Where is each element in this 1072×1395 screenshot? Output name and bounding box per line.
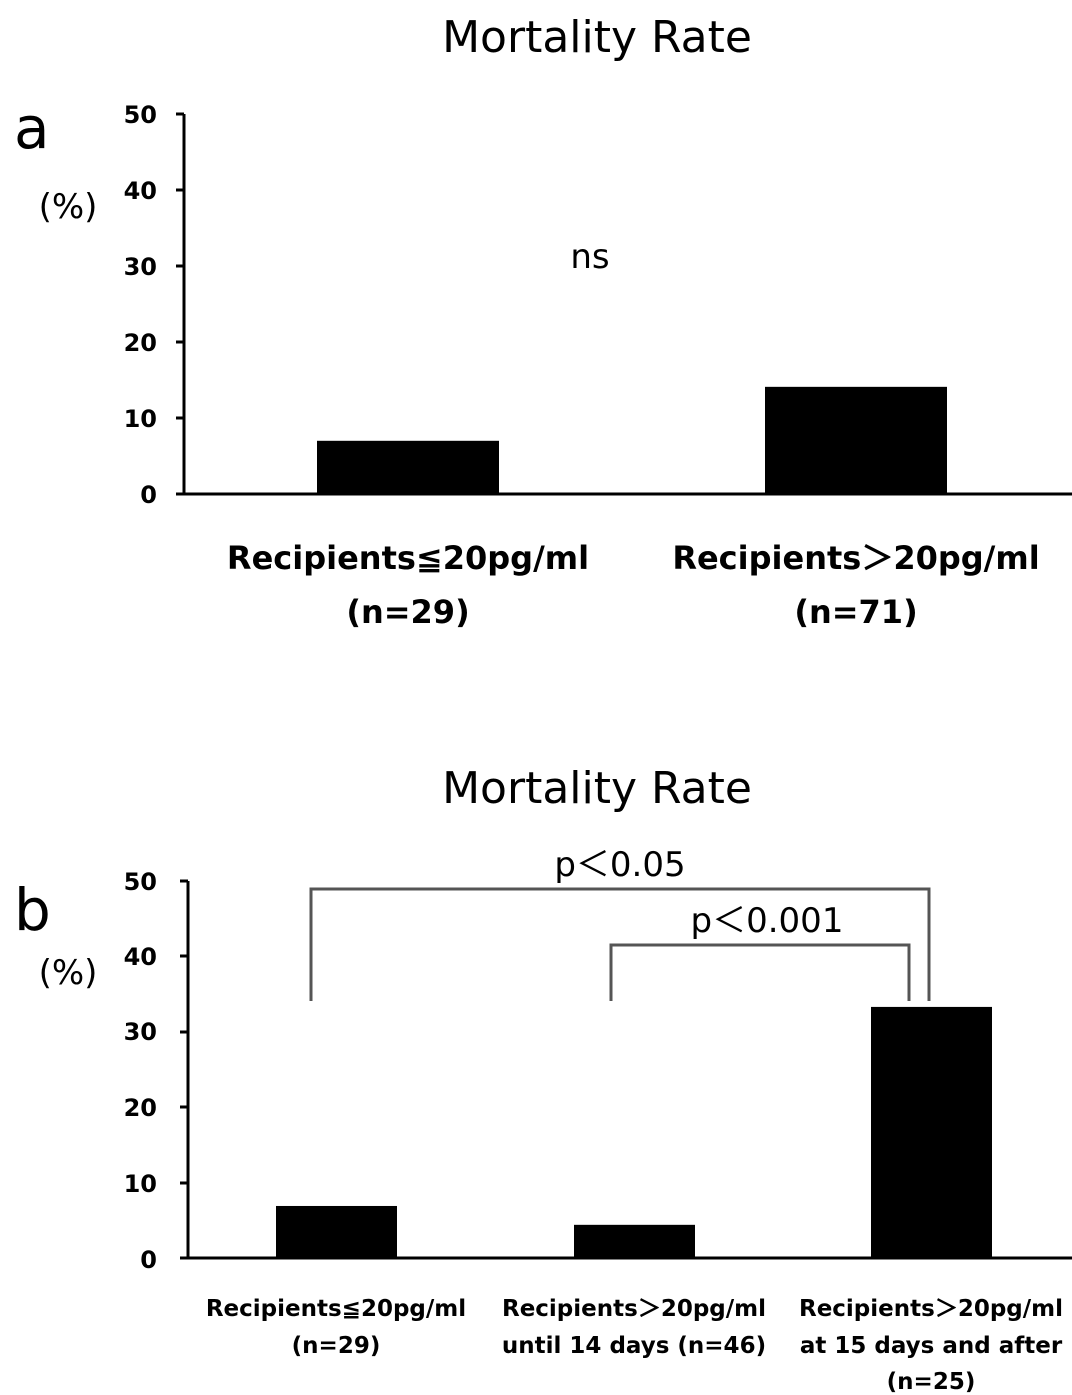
chart-b-category-3-line-3: (n=25) (887, 1369, 976, 1395)
chart-b-category-2-line-1: Recipients＞20pg/ml (502, 1296, 766, 1322)
chart-a-title: Mortality Rate (442, 12, 752, 63)
chart-a-bar-1 (317, 440, 499, 494)
chart-b-category-labels: Recipients≦20pg/ml (n=29) Recipients＞20p… (206, 1296, 1063, 1395)
chart-a-ytick-0: 0 (140, 481, 157, 509)
chart-b-significance-brackets: p＜0.05 p＜0.001 (309, 845, 931, 1001)
panel-b: Mortality Rate b (%) 0 10 20 30 40 50 p＜… (14, 763, 1072, 1395)
chart-a-y-unit: (%) (39, 187, 98, 227)
chart-b-ytick-0: 0 (140, 1246, 157, 1274)
chart-b-category-2-line-2: until 14 days (n=46) (502, 1333, 766, 1359)
panel-a: Mortality Rate a (%) 0 10 20 30 40 50 ns… (14, 12, 1072, 631)
chart-b-y-unit: (%) (39, 953, 98, 993)
chart-b-y-ticks: 0 10 20 30 40 50 (124, 868, 157, 1274)
chart-a-ytick-50: 50 (124, 101, 157, 129)
chart-a-ytick-40: 40 (124, 177, 157, 205)
chart-a-category-1-line-2: (n=29) (346, 593, 469, 631)
chart-a-category-labels: Recipients≦20pg/ml (n=29) Recipients＞20p… (227, 539, 1040, 631)
chart-a-panel-letter: a (14, 94, 50, 162)
chart-a-significance-label: ns (570, 237, 609, 277)
chart-b-category-1-line-1: Recipients≦20pg/ml (206, 1296, 466, 1322)
chart-b-ytick-10: 10 (124, 1170, 157, 1198)
chart-a-y-ticks: 0 10 20 30 40 50 (124, 101, 157, 509)
chart-b-category-3-line-2: at 15 days and after (800, 1333, 1063, 1359)
chart-b-title: Mortality Rate (442, 763, 752, 814)
chart-a-ytick-30: 30 (124, 253, 157, 281)
chart-a-bar-2 (765, 386, 947, 494)
chart-b-category-3-line-1: Recipients＞20pg/ml (799, 1296, 1063, 1322)
chart-b-ytick-20: 20 (124, 1094, 157, 1122)
chart-b-bar-3 (871, 1006, 992, 1258)
chart-a-ytick-20: 20 (124, 329, 157, 357)
chart-b-ytick-40: 40 (124, 943, 157, 971)
chart-a-ytick-10: 10 (124, 405, 157, 433)
chart-b-bracket-inner-label: p＜0.001 (691, 901, 844, 941)
chart-b-panel-letter: b (14, 876, 51, 944)
chart-a-category-1-line-1: Recipients≦20pg/ml (227, 539, 589, 577)
chart-b-bar-1 (276, 1205, 397, 1258)
chart-b-bar-2 (574, 1224, 695, 1258)
chart-b-bracket-outer-label: p＜0.05 (554, 845, 685, 885)
chart-b-category-1-line-2: (n=29) (292, 1333, 381, 1359)
chart-b-bracket-outer (309, 887, 931, 1001)
chart-b-bracket-inner (609, 943, 911, 1001)
chart-a-category-2-line-2: (n=71) (794, 593, 917, 631)
chart-b-ytick-30: 30 (124, 1018, 157, 1046)
chart-b-ytick-50: 50 (124, 868, 157, 896)
chart-a-category-2-line-1: Recipients＞20pg/ml (672, 539, 1039, 577)
